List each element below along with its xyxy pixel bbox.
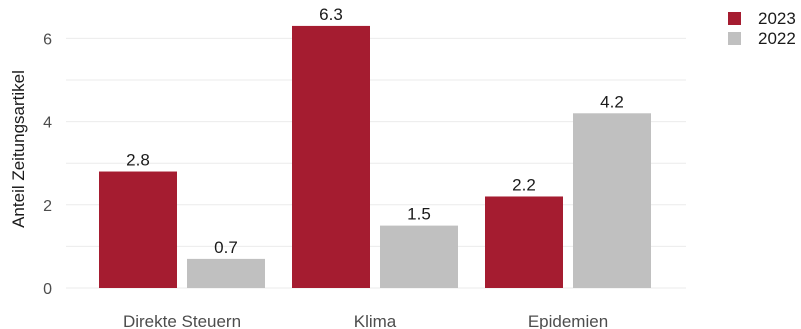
bars bbox=[99, 25, 651, 288]
x-tick-label: Direkte Steuern bbox=[123, 312, 241, 329]
legend-swatch bbox=[728, 32, 741, 45]
bar-2022-2 bbox=[573, 113, 651, 288]
legend-label: 2023 bbox=[758, 9, 796, 28]
x-tick-label: Epidemien bbox=[528, 312, 608, 329]
legend-label: 2022 bbox=[758, 29, 796, 48]
x-axis-ticks: Direkte Steuern Klima Epidemien bbox=[123, 312, 608, 329]
y-axis-ticks: 0 2 4 6 bbox=[43, 31, 52, 298]
data-label: 2.2 bbox=[512, 175, 536, 194]
data-label: 1.5 bbox=[407, 205, 431, 224]
bar-2023-2 bbox=[485, 196, 563, 288]
bar-2022-1 bbox=[380, 225, 458, 288]
value-labels: 2.8 0.7 6.3 1.5 2.2 4.2 bbox=[126, 5, 624, 257]
bar-2023-0 bbox=[99, 171, 177, 288]
bar-2022-0 bbox=[187, 258, 265, 288]
y-tick-label: 0 bbox=[43, 281, 52, 298]
y-axis-title: Anteil Zeitungsartikel bbox=[9, 70, 28, 228]
bar-2023-1 bbox=[292, 25, 370, 288]
legend-swatch bbox=[728, 12, 741, 25]
y-tick-label: 6 bbox=[43, 31, 52, 48]
x-tick-label: Klima bbox=[354, 312, 397, 329]
data-label: 4.2 bbox=[600, 92, 624, 111]
y-tick-label: 4 bbox=[43, 115, 52, 132]
data-label: 6.3 bbox=[319, 5, 343, 24]
y-tick-label: 2 bbox=[43, 198, 52, 215]
data-label: 0.7 bbox=[214, 238, 238, 257]
data-label: 2.8 bbox=[126, 151, 150, 170]
